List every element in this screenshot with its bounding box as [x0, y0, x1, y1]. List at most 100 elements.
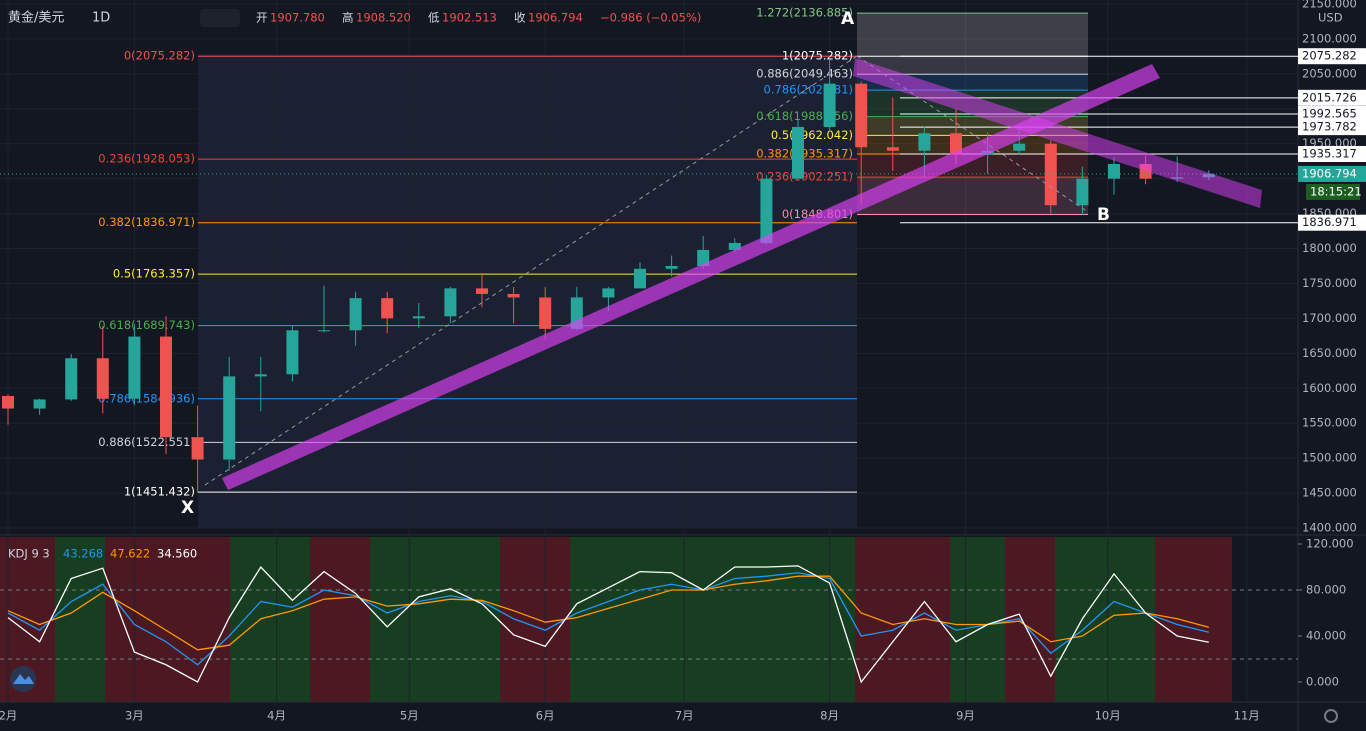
- candle-body: [855, 83, 868, 148]
- kdj-value: 34.560: [157, 547, 197, 561]
- candle-body: [1108, 163, 1120, 179]
- logo[interactable]: [10, 666, 36, 692]
- high-value: 1908.520: [356, 11, 411, 25]
- candle-body: [950, 133, 962, 155]
- x-tick-label: 3月: [125, 709, 144, 723]
- band: [175, 537, 230, 702]
- symbol: 黄金/美元: [8, 10, 64, 26]
- candle-body: [412, 316, 425, 319]
- candle-body: [602, 288, 615, 298]
- candle-body: [1044, 143, 1057, 206]
- price-label: 1935.317: [1302, 146, 1357, 160]
- candle-body: [191, 437, 204, 460]
- x-tick-label: 7月: [675, 709, 694, 723]
- logo-icon: [13, 674, 34, 684]
- kdj-bands: [0, 537, 1232, 702]
- candle-body: [128, 336, 141, 399]
- price-label: 1973.782: [1302, 120, 1357, 134]
- fib-label: 0.382(1836.971): [98, 215, 195, 229]
- candle-body: [792, 126, 804, 179]
- close-label: 收: [514, 11, 526, 25]
- band: [1055, 537, 1155, 702]
- candle-body: [223, 376, 236, 460]
- x-tick-label: 4月: [267, 709, 286, 723]
- countdown-box: [1306, 183, 1360, 200]
- price-label-box: [1298, 105, 1366, 122]
- y-tick-label: 1650.000: [1302, 346, 1357, 360]
- settings-icon[interactable]: [1324, 709, 1338, 723]
- point-a: A: [841, 9, 855, 29]
- band: [370, 537, 430, 702]
- fib-label: 1(2075.282): [782, 49, 853, 63]
- fib-zone: [857, 56, 1088, 75]
- kdj-value: 43.268: [63, 547, 103, 561]
- candle-body: [1076, 178, 1089, 206]
- fib-label: 1(1451.432): [124, 485, 195, 499]
- last-price-label: 1906.794: [1302, 166, 1357, 180]
- fib-label: 0.786(2026.81): [764, 83, 853, 97]
- candle-body: [728, 242, 741, 250]
- candle-body: [2, 395, 14, 409]
- low-value: 1902.513: [442, 11, 497, 25]
- y-tick-label: 80.000: [1306, 583, 1346, 597]
- candle-body: [160, 336, 172, 438]
- candle-body: [886, 147, 899, 151]
- candle-body: [33, 399, 46, 409]
- fib-label: 0.5(1962.042): [771, 128, 853, 142]
- band: [950, 537, 1005, 702]
- ab-line: [856, 55, 1086, 211]
- close-value: 1906.794: [528, 11, 583, 25]
- candle-body: [823, 83, 836, 127]
- fib-label: 0.236(1928.053): [98, 152, 195, 166]
- band: [500, 537, 570, 702]
- price-label-box: [1298, 214, 1366, 231]
- candle-body: [254, 374, 267, 377]
- candle-body: [697, 249, 710, 266]
- candle-body: [381, 298, 394, 319]
- interval: 1D: [92, 11, 110, 26]
- fib-label: 0(2075.282): [124, 49, 195, 63]
- y-tick-label: 0.000: [1306, 675, 1339, 689]
- candle-body: [349, 298, 362, 331]
- price-label-box: [1298, 89, 1366, 106]
- kdj-line: [7, 565, 1209, 684]
- kdj-title: KDJ 9 3: [8, 547, 50, 561]
- kdj-line: [7, 572, 1209, 666]
- point-x: X: [181, 498, 194, 518]
- candle-body: [918, 133, 931, 151]
- y-tick-label: 40.000: [1306, 629, 1346, 643]
- fib-label: 0.886(1522.551): [98, 435, 195, 449]
- x-tick-label: 8月: [820, 709, 839, 723]
- price-label-box: [1298, 48, 1366, 65]
- last-price-box: [1298, 165, 1366, 182]
- price-label-box: [1298, 119, 1366, 136]
- open-label: 开: [256, 11, 268, 25]
- band: [570, 537, 680, 702]
- candle-body: [65, 358, 78, 400]
- price-label: 2015.726: [1302, 90, 1357, 104]
- kdj-line: [7, 575, 1209, 651]
- candle-body: [665, 266, 678, 269]
- fib-label: 0.382(1935.317): [756, 146, 853, 160]
- candle-body: [96, 358, 109, 399]
- candle-body: [444, 288, 457, 317]
- x-tick-label: 9月: [956, 709, 975, 723]
- candle-body: [634, 268, 646, 289]
- x-tick-label: 10月: [1095, 709, 1121, 723]
- x-tick-label: 2月: [0, 709, 17, 723]
- high-label: 高: [342, 11, 354, 25]
- fib-zone: [857, 13, 1088, 57]
- candle-body: [507, 293, 520, 298]
- candle-body: [476, 288, 488, 294]
- y-tick-label: 120.000: [1306, 537, 1354, 551]
- toggle[interactable]: [200, 9, 240, 27]
- price-label: 2075.282: [1302, 49, 1357, 63]
- y-tick-label: 1750.000: [1302, 276, 1357, 290]
- fib-label: 0.618(1689.743): [98, 318, 195, 332]
- band: [310, 537, 370, 702]
- countdown: 18:15:21: [1310, 184, 1362, 198]
- currency-label: USD: [1318, 11, 1343, 25]
- y-tick-label: 2050.000: [1302, 66, 1357, 80]
- low-label: 低: [428, 11, 440, 25]
